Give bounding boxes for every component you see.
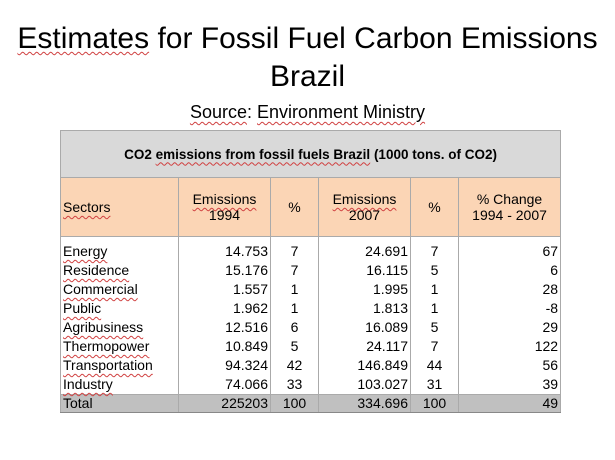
- cell-change: 6: [457, 261, 562, 280]
- cell-pct-2007: 5: [410, 318, 459, 337]
- cell-sector: Commercial: [63, 281, 138, 297]
- total-pct-1994: 100: [270, 394, 319, 413]
- cell-pct-2007: 7: [410, 337, 459, 356]
- cell-pct-2007: 1: [410, 280, 459, 299]
- cell-change: -8: [457, 299, 562, 318]
- cell-pct-1994: 33: [270, 375, 319, 395]
- cell-emissions-1994: 74.066: [178, 375, 271, 395]
- cell-pct-1994: 7: [270, 242, 319, 261]
- cell-emissions-2007: 16.089: [318, 318, 411, 337]
- cell-emissions-1994: 94.324: [178, 356, 271, 375]
- cell-emissions-2007: 24.691: [318, 242, 411, 261]
- cell-emissions-1994: 1.962: [178, 299, 271, 318]
- cell-emissions-2007: 24.117: [318, 337, 411, 356]
- cell-emissions-1994: 10.849: [178, 337, 271, 356]
- caption-post: (1000 tons. of CO2): [370, 146, 497, 162]
- total-change: 49: [457, 394, 562, 413]
- table-row: Industry 74.066 33 103.027 31 39: [60, 375, 562, 395]
- cell-pct-2007: 1: [410, 299, 459, 318]
- cell-pct-1994: 1: [270, 280, 319, 299]
- cell-change: 67: [457, 242, 562, 261]
- source-label: Source: [189, 102, 247, 122]
- title-line-1-rest: for Fossil Fuel Carbon Emissions: [149, 22, 598, 55]
- header-emissions-2007: Emissions 2007: [318, 177, 411, 237]
- cell-sector: Residence: [63, 262, 130, 278]
- table-caption: CO2 emissions from fossil fuels Brazil (…: [59, 130, 562, 178]
- table-row: Thermopower 10.849 5 24.117 7 122: [60, 337, 562, 356]
- title-line-2: Brazil: [269, 60, 345, 93]
- header-change: % Change 1994 - 2007: [457, 177, 562, 237]
- source-line: Source: Environment Ministry: [0, 100, 615, 124]
- cell-pct-2007: 7: [410, 242, 459, 261]
- cell-pct-2007: 44: [410, 356, 459, 375]
- cell-sector: Energy: [63, 243, 108, 259]
- cell-pct-1994: 42: [270, 356, 319, 375]
- cell-pct-1994: 6: [270, 318, 319, 337]
- cell-pct-2007: 31: [410, 375, 459, 395]
- cell-emissions-1994: 14.753: [178, 242, 271, 261]
- cell-emissions-2007: 146.849: [318, 356, 411, 375]
- table-row: Commercial 1.557 1 1.995 1 28: [60, 280, 562, 299]
- cell-change: 29: [457, 318, 562, 337]
- header-pct-1994: %: [270, 177, 319, 237]
- cell-sector: Industry: [63, 376, 113, 392]
- title-word-estimates: Estimates: [17, 22, 150, 55]
- cell-emissions-1994: 12.516: [178, 318, 271, 337]
- cell-pct-1994: 5: [270, 337, 319, 356]
- total-label: Total: [60, 394, 179, 413]
- source-value: Environment Ministry: [257, 102, 426, 122]
- cell-emissions-2007: 103.027: [318, 375, 411, 395]
- cell-pct-1994: 1: [270, 299, 319, 318]
- cell-change: 28: [457, 280, 562, 299]
- cell-change: 56: [457, 356, 562, 375]
- source-separator: :: [246, 102, 257, 122]
- table-row: Agribusiness 12.516 6 16.089 5 29: [60, 318, 562, 337]
- cell-emissions-2007: 1.813: [318, 299, 411, 318]
- cell-emissions-2007: 1.995: [318, 280, 411, 299]
- total-pct-2007: 100: [410, 394, 459, 413]
- page-title: Estimates for Fossil Fuel Carbon Emissio…: [0, 20, 615, 96]
- cell-sector: Transportation: [63, 357, 153, 373]
- table-header-row: Sectors Emissions 1994 % Emissions 2007 % …: [60, 177, 562, 237]
- cell-sector: Public: [63, 300, 102, 316]
- header-sectors: Sectors: [60, 177, 179, 237]
- cell-change: 122: [457, 337, 562, 356]
- table-row: Residence 15.176 7 16.115 5 6: [60, 261, 562, 280]
- cell-change: 39: [457, 375, 562, 395]
- cell-sector: Agribusiness: [63, 319, 144, 335]
- table-total-row: Total 225203 100 334.696 100 49: [60, 394, 562, 413]
- table-row: Transportation 94.324 42 146.849 44 56: [60, 356, 562, 375]
- caption-pre: CO2: [124, 146, 156, 162]
- emissions-table: CO2 emissions from fossil fuels Brazil (…: [59, 130, 562, 413]
- total-emissions-1994: 225203: [178, 394, 271, 413]
- cell-emissions-1994: 1.557: [178, 280, 271, 299]
- cell-emissions-1994: 15.176: [178, 261, 271, 280]
- table-row: Energy 14.753 7 24.691 7 67: [60, 242, 562, 261]
- header-pct-2007: %: [410, 177, 459, 237]
- header-emissions-1994: Emissions 1994: [178, 177, 271, 237]
- caption-mid: emissions from fossil fuels Brazil: [155, 146, 371, 162]
- cell-pct-1994: 7: [270, 261, 319, 280]
- cell-emissions-2007: 16.115: [318, 261, 411, 280]
- total-emissions-2007: 334.696: [318, 394, 411, 413]
- table-row: Public 1.962 1 1.813 1 -8: [60, 299, 562, 318]
- cell-sector: Thermopower: [63, 338, 150, 354]
- cell-pct-2007: 5: [410, 261, 459, 280]
- title-line-1: Estimates for Fossil Fuel Carbon Emissio…: [0, 20, 615, 58]
